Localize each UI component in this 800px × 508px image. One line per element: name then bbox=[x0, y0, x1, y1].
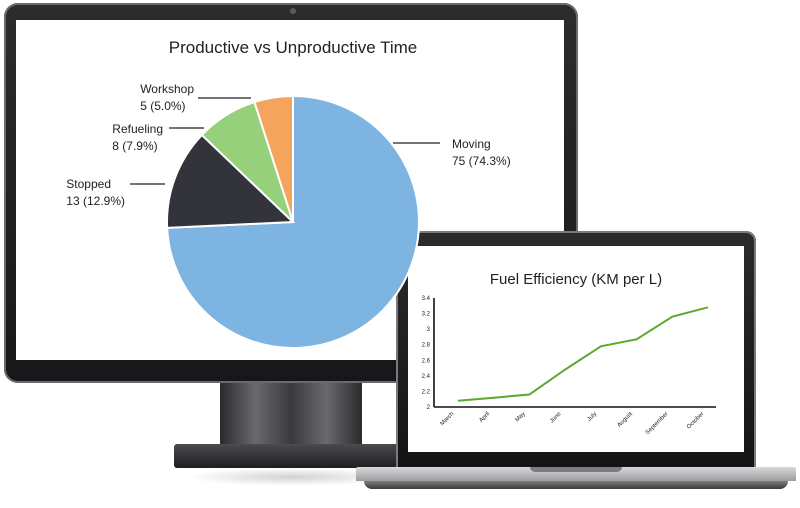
y-tick-label: 2.8 bbox=[422, 343, 431, 349]
monitor-base-shadow bbox=[186, 468, 398, 486]
pie-chart-title: Productive vs Unproductive Time bbox=[169, 38, 418, 57]
y-tick-label: 2.4 bbox=[422, 374, 431, 380]
pie-label-stopped: Stopped bbox=[66, 177, 111, 191]
pie-label-refueling: Refueling bbox=[112, 122, 163, 136]
y-tick-label: 3.4 bbox=[422, 296, 431, 302]
pie-labels: Moving 75 (74.3%) Stopped 13 (12.9%) Refueli… bbox=[66, 82, 510, 208]
pie-value-label-stopped: 13 (12.9%) bbox=[66, 194, 125, 208]
camera-icon bbox=[290, 8, 296, 14]
laptop-screen bbox=[408, 246, 744, 452]
fuel-efficiency-line bbox=[457, 306, 709, 402]
x-tick-label: October bbox=[686, 411, 705, 430]
x-tick-label: June bbox=[549, 411, 563, 425]
y-tick-label: 3.2 bbox=[422, 312, 431, 318]
monitor-stand-neck bbox=[220, 383, 362, 445]
pie-slice-stopped bbox=[166, 133, 296, 229]
x-tick-label: July bbox=[586, 411, 598, 423]
line-chart-title: Fuel Efficiency (KM per L) bbox=[490, 271, 662, 288]
pie-value-label-workshop: 5 (5.0%) bbox=[140, 99, 185, 113]
laptop-bottom bbox=[364, 481, 788, 489]
y-tick-label: 3 bbox=[427, 327, 431, 333]
pie-value-label-moving: 75 (74.3%) bbox=[452, 154, 511, 168]
y-tick-label: 2 bbox=[427, 405, 431, 411]
pie-slice-workshop bbox=[253, 94, 294, 223]
monitor-stand-base bbox=[174, 444, 410, 468]
x-tick-label: August bbox=[617, 411, 635, 429]
pie-label-moving: Moving bbox=[452, 137, 491, 151]
pie-value-label-refueling: 8 (7.9%) bbox=[112, 139, 157, 153]
y-tick-label: 2.2 bbox=[422, 389, 431, 395]
y-tick-labels: 2 2.2 2.4 2.6 2.8 3 3.2 3.4 bbox=[422, 296, 431, 411]
laptop-deck bbox=[356, 467, 796, 481]
x-tick-labels: March April May June July August September Octo… bbox=[439, 411, 705, 436]
x-tick-label: September bbox=[645, 411, 670, 436]
pie-slices bbox=[166, 94, 420, 349]
x-tick-label: April bbox=[478, 411, 491, 424]
x-tick-label: March bbox=[439, 411, 455, 427]
laptop-opening-notch bbox=[530, 467, 622, 472]
y-tick-label: 2.6 bbox=[422, 358, 431, 364]
x-tick-label: May bbox=[515, 411, 527, 423]
pie-label-workshop: Workshop bbox=[140, 82, 194, 96]
